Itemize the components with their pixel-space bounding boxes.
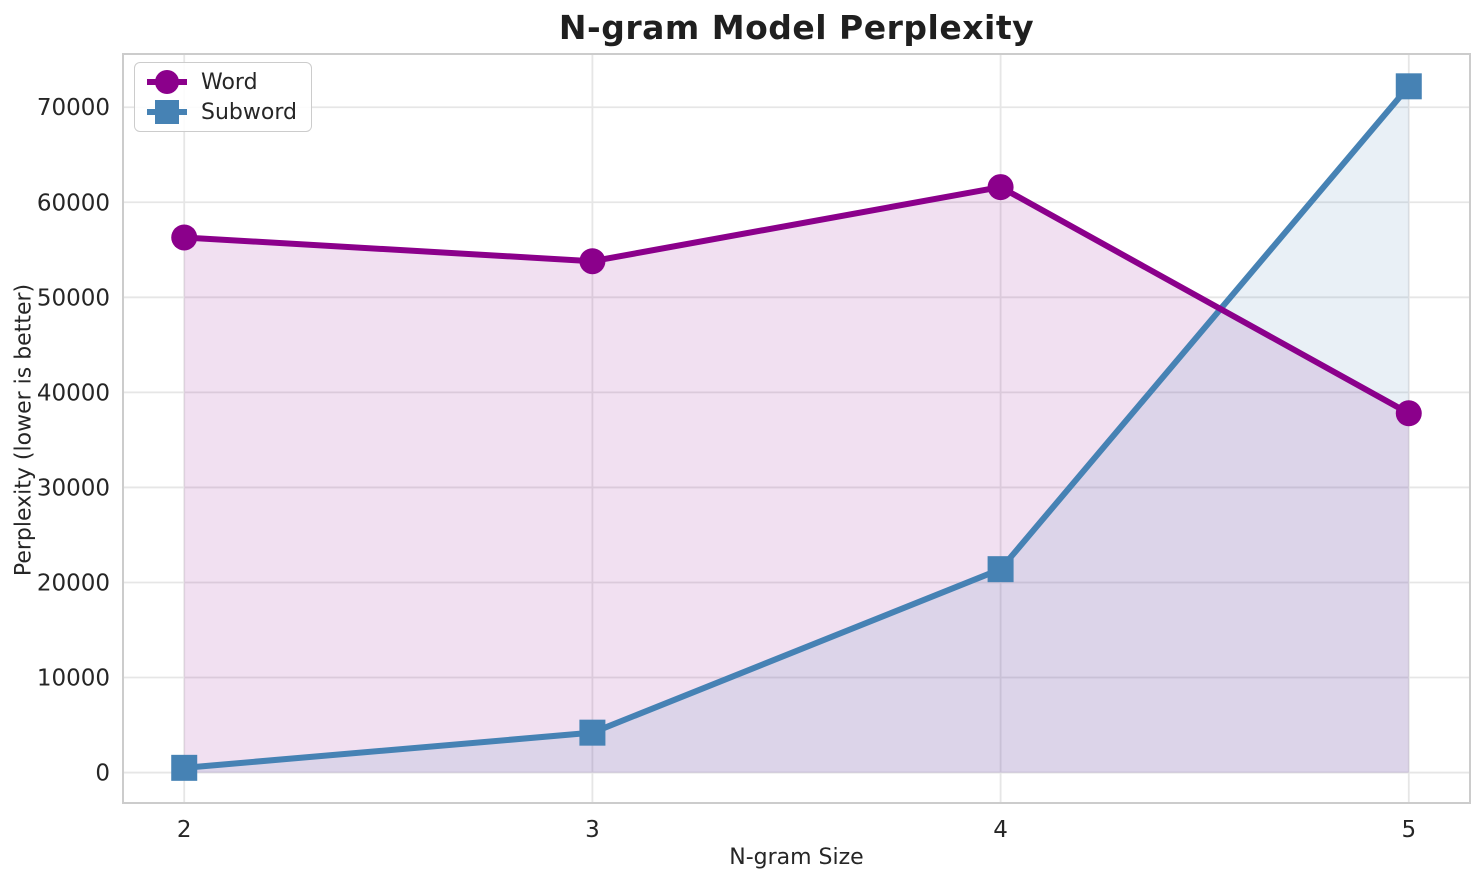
y-axis-label-text: Perplexity (lower is better) [11,283,37,577]
subword-marker-point [1395,73,1422,100]
word-marker-point [579,248,606,275]
word-series-line [181,184,1412,417]
legend-item-subword: Subword [144,97,297,127]
subword-marker-point [171,754,198,781]
legend-label-subword: Subword [201,99,297,125]
word-marker-point [987,174,1014,201]
y-tick-label: 20000 [37,570,110,596]
y-tick-label: 30000 [37,475,110,501]
x-tick-label: 4 [993,817,1008,843]
y-tick-label: 50000 [37,285,110,311]
subword-series-area [184,86,1409,773]
x-tick-label: 5 [1401,817,1416,843]
x-tick-label: 3 [585,817,600,843]
chart-title: N-gram Model Perplexity [558,8,1035,47]
plot-border [122,53,1471,804]
circle-marker-icon [147,70,187,94]
subword-marker-point [987,556,1014,583]
word-marker-point [1395,400,1422,427]
subword-series-line [181,83,1412,771]
legend-label-word: Word [201,69,258,95]
y-tick-label: 60000 [37,190,110,216]
y-tick-label: 70000 [37,95,110,121]
x-tick-label: 2 [177,817,192,843]
legend: Word Subword [134,62,312,132]
x-axis-label: N-gram Size [729,845,864,870]
y-tick-label: 0 [95,761,110,787]
y-tick-label: 10000 [37,666,110,692]
y-tick-label: 40000 [37,380,110,406]
word-marker-point [171,224,198,251]
subword-marker-point [579,719,606,746]
word-series-area [184,187,1409,773]
square-marker-icon [147,100,187,124]
legend-item-word: Word [144,67,297,97]
